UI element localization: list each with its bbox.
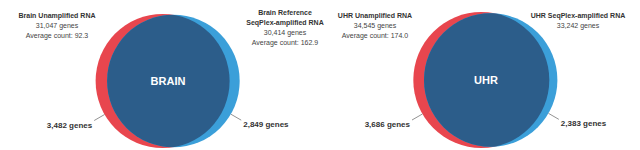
venn-marks <box>96 14 240 148</box>
venn-labels: BRAIN Brain Unamplified RNA 31,047 genes Av… <box>18 9 323 130</box>
leader-line <box>548 113 558 119</box>
intersection-label: BRAIN <box>151 75 186 87</box>
set-label: UHR SeqPlex-amplified RNA <box>531 12 626 20</box>
set-size: 30,414 genes <box>264 29 307 37</box>
average-count: Average count: 92.3 <box>26 32 89 40</box>
set-label: SeqPlex-amplified RNA <box>246 19 323 27</box>
set-label: Brain Reference <box>258 9 312 16</box>
venn: BRAIN Brain Unamplified RNA 31,047 genes Av… <box>18 9 323 148</box>
set-label: UHR Unamplified RNA <box>338 12 412 20</box>
intersection-label: UHR <box>474 74 498 86</box>
average-count: Average count: 174.0 <box>342 32 409 40</box>
set-circle <box>107 15 240 148</box>
set-size: 31,047 genes <box>36 22 79 30</box>
set-size: 33,242 genes <box>557 22 600 30</box>
intersection <box>107 15 240 148</box>
set-label: Brain Unamplified RNA <box>18 12 95 20</box>
venn-labels: UHR UHR Unamplified RNA 34,545 genes Averag… <box>338 12 625 129</box>
leader-line <box>94 115 104 121</box>
set-circle <box>424 13 557 146</box>
unique-label: 2,383 genes <box>561 119 607 128</box>
unique-label: 2,849 genes <box>243 120 289 129</box>
intersection <box>424 13 557 146</box>
figure: BRAIN Brain Unamplified RNA 31,047 genes Av… <box>0 0 640 150</box>
average-count: Average count: 162.9 <box>252 39 319 47</box>
leader-line <box>231 114 241 120</box>
leader-line <box>412 114 422 120</box>
venn: UHR UHR Unamplified RNA 34,545 genes Averag… <box>338 12 625 148</box>
set-size: 34,545 genes <box>354 22 397 30</box>
venn-marks <box>413 12 557 148</box>
unique-label: 3,686 genes <box>365 120 411 129</box>
unique-label: 3,482 genes <box>47 121 93 130</box>
